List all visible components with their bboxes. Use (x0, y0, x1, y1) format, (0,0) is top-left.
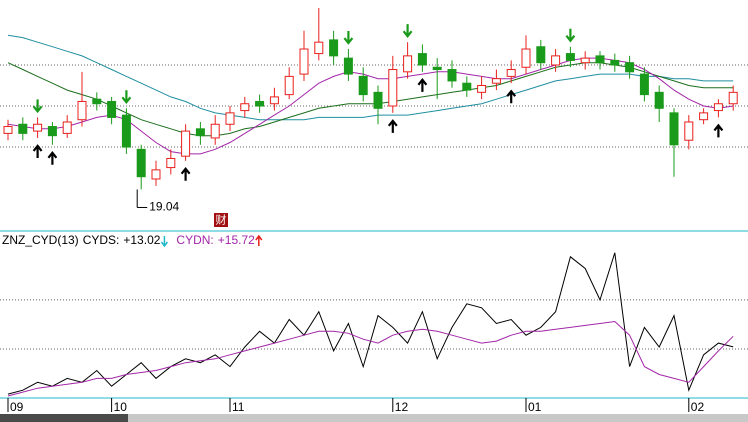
candle-body (329, 39, 339, 57)
candle-body (610, 59, 620, 66)
buy-signal (180, 166, 191, 181)
candle-body (77, 100, 87, 121)
candle-body (491, 78, 501, 84)
legend-name: CYDN: (176, 233, 213, 247)
buy-signal (506, 89, 517, 104)
candle-body (181, 130, 191, 157)
sell-signal (565, 28, 576, 43)
candle-body (92, 98, 102, 105)
x-tick-label: 02 (691, 400, 705, 414)
candle-body (210, 123, 220, 139)
candle-body (551, 55, 561, 66)
candle-body (299, 48, 309, 75)
candle-body (47, 126, 57, 137)
candle-body (728, 91, 738, 105)
candle-body (506, 69, 516, 77)
trend-arrow (160, 236, 169, 248)
candle-body (358, 75, 368, 96)
sell-signal (343, 31, 354, 45)
candle-body (269, 96, 279, 105)
candle-body (121, 114, 131, 148)
buy-signal (417, 78, 428, 92)
trend-arrow (255, 234, 263, 246)
candle-body (107, 100, 117, 118)
candle-body (654, 91, 664, 109)
legend-name: CYDS: (83, 233, 120, 247)
candle-body (447, 69, 457, 82)
candle-body (565, 53, 575, 61)
candle-body (240, 103, 250, 112)
candle-body (699, 112, 709, 121)
x-tick-label: 01 (528, 400, 542, 414)
candle-body (462, 82, 472, 91)
legend-value: +13.02 (123, 233, 160, 247)
candle-body (595, 55, 605, 64)
x-tick-label: 12 (395, 400, 409, 414)
candle-body (166, 157, 176, 169)
x-tick-label: 11 (232, 400, 245, 414)
sell-signal (402, 24, 413, 38)
candle-body (417, 53, 427, 66)
candle-body (18, 123, 28, 134)
candle-body (151, 169, 161, 180)
legend-value: +15.72 (218, 233, 255, 247)
buy-signal (713, 123, 724, 138)
candle-body (536, 46, 546, 64)
scrollbar-thumb (0, 414, 128, 422)
candle-body (343, 57, 353, 75)
candle-body (136, 148, 146, 178)
candle-body (284, 75, 294, 96)
candle-body (639, 73, 649, 96)
candle-body (684, 121, 694, 141)
event-icon: 财 (216, 212, 227, 226)
x-tick-label: 10 (114, 400, 128, 414)
candle-body (225, 112, 235, 125)
buy-signal (387, 119, 398, 133)
candle-body (625, 62, 635, 73)
candle-body (403, 55, 413, 73)
candle-body (669, 112, 679, 146)
scrollbar (0, 414, 748, 422)
candle-body (580, 57, 590, 64)
indicator-name: ZNZ_CYD(13) (2, 233, 79, 247)
buy-signal (47, 151, 58, 165)
sell-signal (121, 90, 132, 105)
candle-body (477, 85, 487, 93)
x-tick-label: 09 (10, 400, 24, 414)
sell-signal (32, 99, 43, 114)
buy-signal (32, 144, 43, 158)
candle-body (255, 100, 265, 107)
candle-body (713, 103, 723, 112)
candle-body (388, 69, 398, 107)
candle-body (432, 66, 442, 71)
event-icon-box (214, 213, 228, 227)
candle-body (3, 126, 13, 134)
candle-body (521, 48, 531, 68)
candle-body (373, 91, 383, 109)
indicator-line (7, 320, 734, 397)
candle-body (62, 121, 72, 134)
candle-body (33, 123, 43, 132)
low-annotation: 19.04 (149, 200, 179, 214)
moving-average (7, 34, 734, 121)
candle-body (195, 128, 205, 137)
candle-body (314, 41, 324, 55)
